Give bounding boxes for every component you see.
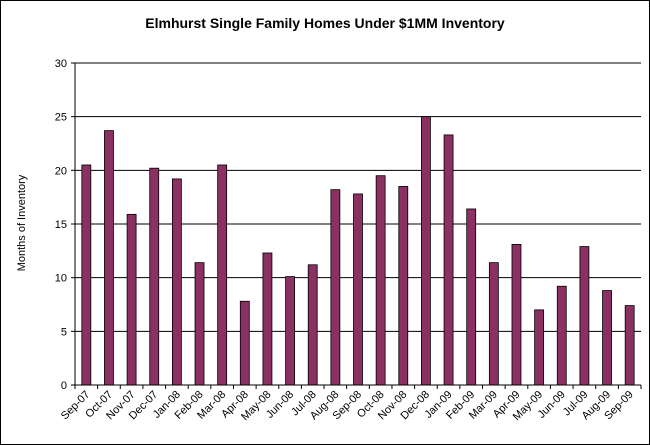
y-tick-label: 30 — [55, 58, 67, 70]
chart-title: Elmhurst Single Family Homes Under $1MM … — [145, 15, 505, 31]
bar-oct-07 — [104, 130, 114, 386]
bar-may-09 — [534, 309, 545, 386]
bar-mar-09 — [488, 262, 499, 386]
axes — [71, 62, 642, 389]
y-tick-label: 5 — [61, 326, 67, 338]
bar-may-08 — [262, 252, 273, 386]
bar-oct-08 — [375, 175, 386, 386]
x-tick-labels: Sep-07Oct-07Nov-07Dec-07Jan-08Feb-08Mar-… — [59, 389, 636, 423]
bar-jan-09 — [443, 134, 454, 386]
bar-jun-08 — [285, 276, 295, 386]
bar-jul-09 — [579, 246, 590, 386]
bar-dec-07 — [149, 167, 160, 386]
bar-aug-08 — [330, 189, 341, 386]
y-tick-label: 20 — [55, 165, 67, 177]
y-tick-labels: 0 5 10 15 20 25 30 — [55, 58, 67, 392]
y-tick-label: 10 — [55, 273, 67, 285]
bar-sep-09 — [624, 305, 635, 386]
bar-sep-08 — [353, 193, 363, 386]
bar-nov-08 — [398, 186, 409, 386]
bar-jun-09 — [556, 285, 567, 386]
bar-feb-09 — [466, 208, 477, 386]
bar-apr-08 — [239, 300, 250, 386]
bar-aug-09 — [602, 290, 612, 386]
y-tick-label: 0 — [61, 380, 67, 392]
y-tick-label: 15 — [55, 219, 67, 231]
bar-nov-07 — [126, 213, 137, 386]
bar-apr-09 — [511, 243, 522, 386]
bar-feb-08 — [194, 262, 205, 386]
bars — [81, 116, 635, 386]
bar-sep-07 — [81, 164, 92, 386]
bar-jan-08 — [171, 178, 182, 386]
y-tick-label: 25 — [55, 112, 67, 124]
bar-mar-08 — [217, 164, 228, 386]
bar-dec-08 — [421, 116, 431, 386]
bar-jul-08 — [307, 264, 318, 386]
y-axis-label: Months of Inventory — [16, 174, 28, 271]
